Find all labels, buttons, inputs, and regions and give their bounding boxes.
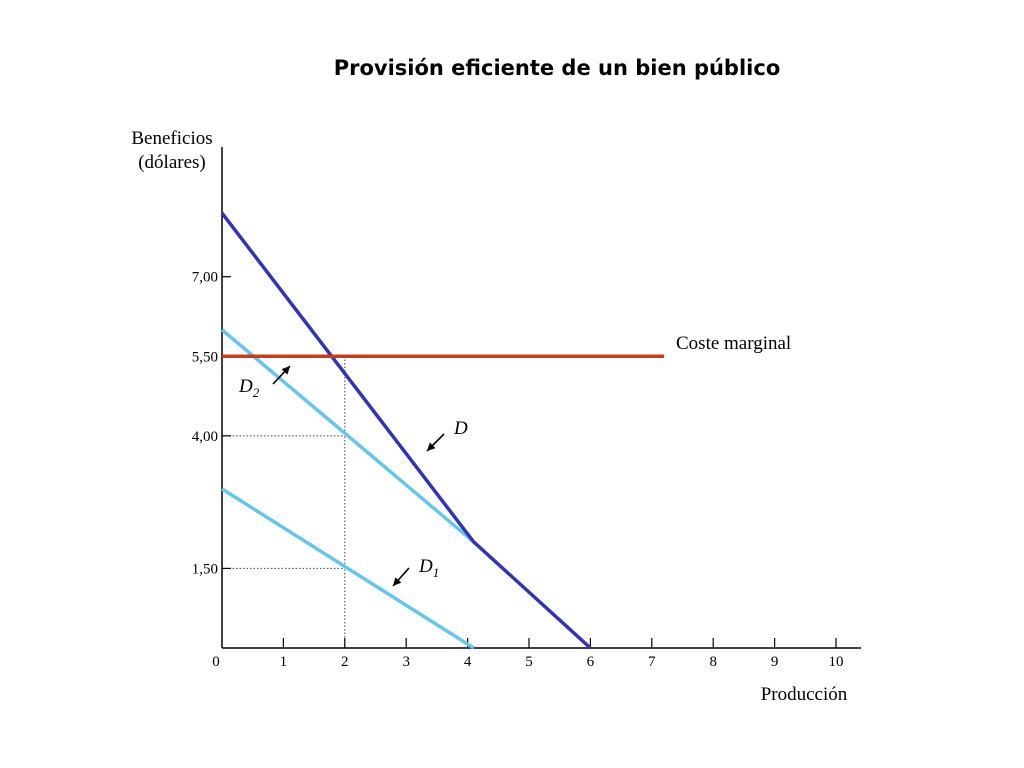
y-tick-label-1,50: 1,50 <box>192 561 218 577</box>
series-label-subscript-d1: 1 <box>433 565 440 580</box>
y-axis-title-line-1: Beneficios <box>131 128 212 149</box>
series-line-d2 <box>220 328 475 544</box>
x-tick-label-5: 5 <box>525 654 533 670</box>
x-tick-label-10: 10 <box>829 654 844 670</box>
x-tick-label-7: 7 <box>648 654 656 670</box>
y-tick-label-5,50: 5,50 <box>192 349 218 365</box>
series-label-d: D <box>453 418 468 439</box>
arrow-head-d <box>427 442 436 451</box>
series-line-d <box>220 211 592 650</box>
x-tick-label-6: 6 <box>587 654 595 670</box>
x-tick-label-1: 1 <box>280 654 288 670</box>
series-label-d1: D1 <box>418 556 439 580</box>
chart-title: Provisión eficiente de un bien público <box>333 56 781 80</box>
x-tick-label-8: 8 <box>709 654 717 670</box>
arrow-head-d1 <box>393 577 402 586</box>
y-tick-label-7,00: 7,00 <box>192 270 218 286</box>
y-tick-label-4,00: 4,00 <box>192 429 218 445</box>
x-tick-label-2: 2 <box>341 654 349 670</box>
x-tick-label-9: 9 <box>771 654 779 670</box>
x-axis-title: Producción <box>761 684 848 705</box>
x-tick-label-3: 3 <box>402 654 410 670</box>
series-label-d2: D2 <box>238 376 260 400</box>
arrow-head-d2 <box>281 366 290 375</box>
series-label-mc: Coste marginal <box>676 333 791 354</box>
series-label-subscript-d2: 2 <box>253 385 260 400</box>
plot-area: 0 1 2 3 4 5 6 7 8 9 10 1,50 4,00 5,50 7,00 D1 D2 D Coste m… <box>192 147 861 670</box>
series-line-d1 <box>221 487 475 650</box>
y-axis-title-line-2: (dólares) <box>138 152 206 173</box>
x-tick-label-4: 4 <box>464 654 472 670</box>
x-tick-label-0: 0 <box>212 654 220 670</box>
